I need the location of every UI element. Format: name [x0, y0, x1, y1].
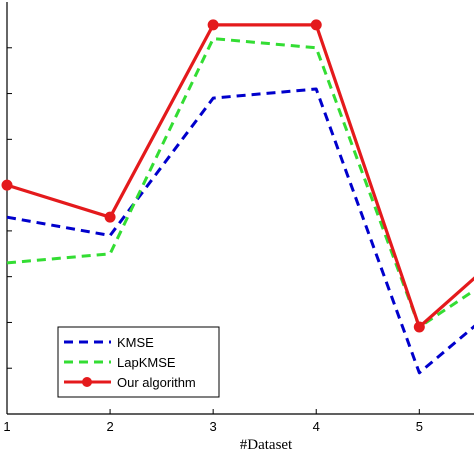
data-point-our-algorithm: [104, 211, 116, 223]
x-tick-label: 5: [416, 419, 423, 434]
legend-label-lapkmse: LapKMSE: [117, 355, 176, 370]
legend-label-our-algorithm: Our algorithm: [117, 375, 196, 390]
data-point-our-algorithm: [413, 321, 425, 333]
series-layer: [1, 19, 474, 375]
legend-marker-our-algorithm: [82, 377, 92, 387]
data-point-our-algorithm: [1, 179, 13, 191]
data-point-our-algorithm: [207, 19, 219, 31]
legend: KMSE LapKMSE Our algorithm: [57, 326, 220, 398]
x-tick-label: 2: [106, 419, 113, 434]
series-line-lapkmse: [6, 37, 474, 329]
axes: 1 2 3 4 5: [3, 2, 474, 434]
x-tick-label: 4: [313, 419, 320, 434]
series-line-our-algorithm: [6, 23, 474, 329]
x-tick-label: 1: [3, 419, 10, 434]
x-axis-label: #Dataset: [240, 437, 293, 453]
x-tick-label: 3: [210, 419, 217, 434]
legend-label-kmse: KMSE: [117, 335, 154, 350]
data-point-our-algorithm: [310, 19, 322, 31]
